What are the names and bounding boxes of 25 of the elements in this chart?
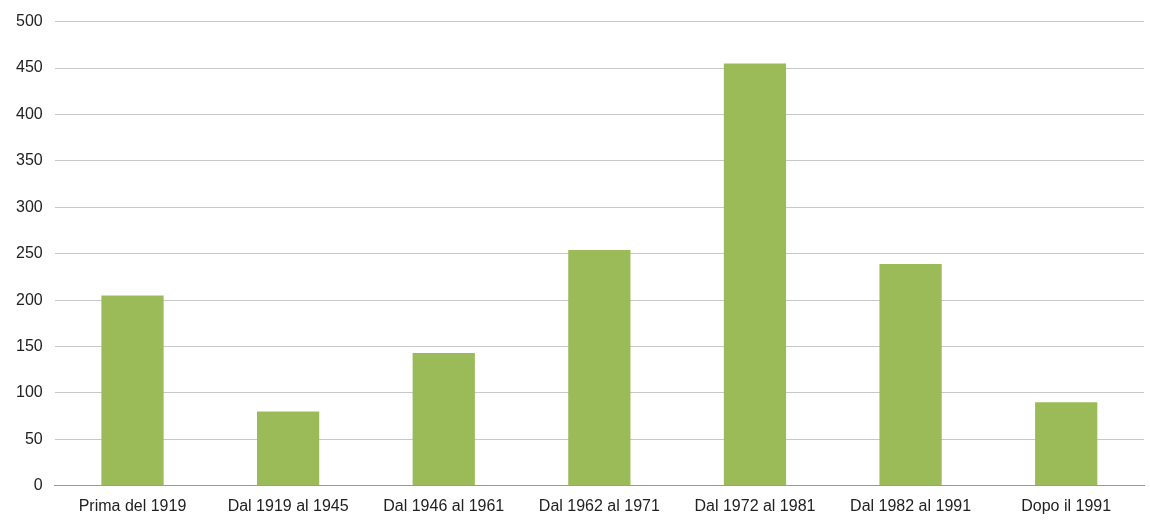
y-tick-label: 0: [33, 476, 43, 494]
x-tick-label: Dal 1946 al 1961: [383, 496, 505, 514]
bar: [568, 249, 631, 486]
bar: [723, 63, 787, 486]
x-tick-label: Dal 1982 al 1991: [850, 496, 972, 514]
y-tick-label: 250: [15, 244, 43, 262]
x-tick-label: Prima del 1919: [78, 496, 187, 514]
y-tick-label: 500: [15, 12, 43, 30]
y-tick-label: 400: [15, 104, 43, 122]
y-tick-label: 100: [15, 383, 43, 401]
bar: [412, 353, 475, 486]
y-tick-label: 150: [15, 336, 43, 354]
bar: [101, 295, 164, 486]
bar: [257, 411, 320, 486]
y-tick-label: 300: [15, 197, 43, 215]
x-tick-label: Dal 1972 al 1981: [694, 496, 816, 514]
y-tick-label: 350: [15, 151, 43, 169]
y-tick-label: 50: [24, 429, 43, 447]
x-tick-label: Dal 1919 al 1945: [227, 496, 349, 514]
y-tick-label: 200: [15, 290, 43, 308]
bar: [879, 263, 942, 486]
x-tick-label: Dal 1962 al 1971: [538, 496, 660, 514]
x-tick-label: Dopo il 1991: [1021, 496, 1112, 514]
bar: [1035, 402, 1098, 486]
y-tick-label: 450: [15, 58, 43, 76]
